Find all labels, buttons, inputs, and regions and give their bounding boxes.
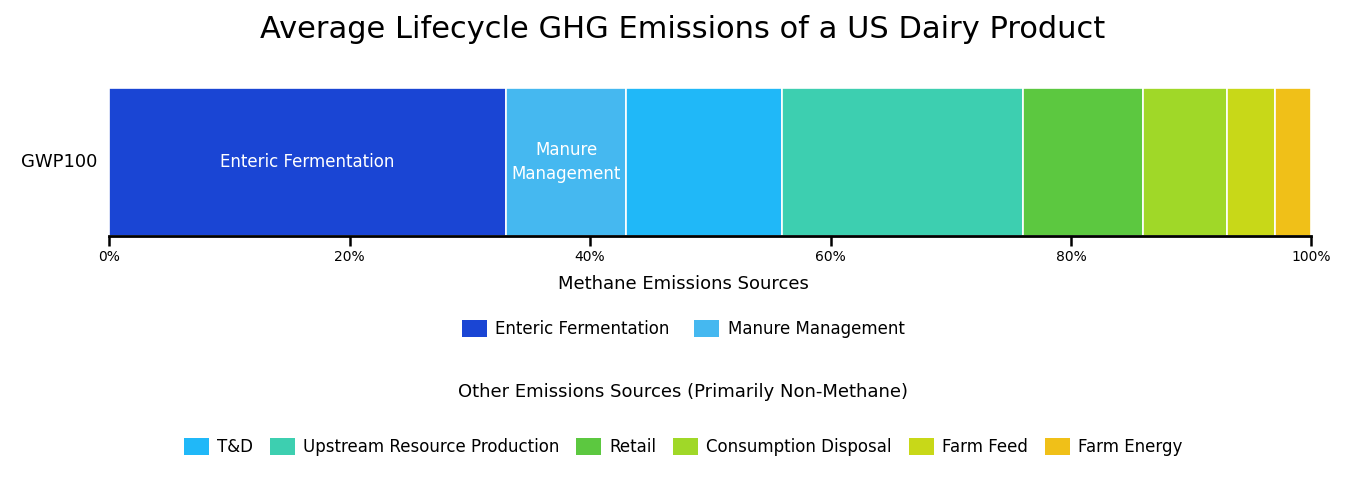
Text: Average Lifecycle GHG Emissions of a US Dairy Product: Average Lifecycle GHG Emissions of a US … xyxy=(261,15,1105,44)
Legend: T&D, Upstream Resource Production, Retail, Consumption Disposal, Farm Feed, Farm: T&D, Upstream Resource Production, Retai… xyxy=(184,438,1182,456)
Text: Methane Emissions Sources: Methane Emissions Sources xyxy=(557,275,809,293)
Text: Other Emissions Sources (Primarily Non-Methane): Other Emissions Sources (Primarily Non-M… xyxy=(458,383,908,401)
Bar xyxy=(626,88,783,236)
Text: GWP100: GWP100 xyxy=(20,153,97,171)
Legend: Enteric Fermentation, Manure Management: Enteric Fermentation, Manure Management xyxy=(462,320,904,338)
Text: Enteric Fermentation: Enteric Fermentation xyxy=(220,153,395,171)
Bar xyxy=(1227,88,1276,236)
Bar xyxy=(1143,88,1227,236)
Bar xyxy=(783,88,1023,236)
Bar xyxy=(1276,88,1311,236)
Bar xyxy=(505,88,626,236)
Text: Manure
Management: Manure Management xyxy=(511,141,620,183)
Bar xyxy=(109,88,505,236)
Bar xyxy=(1023,88,1143,236)
